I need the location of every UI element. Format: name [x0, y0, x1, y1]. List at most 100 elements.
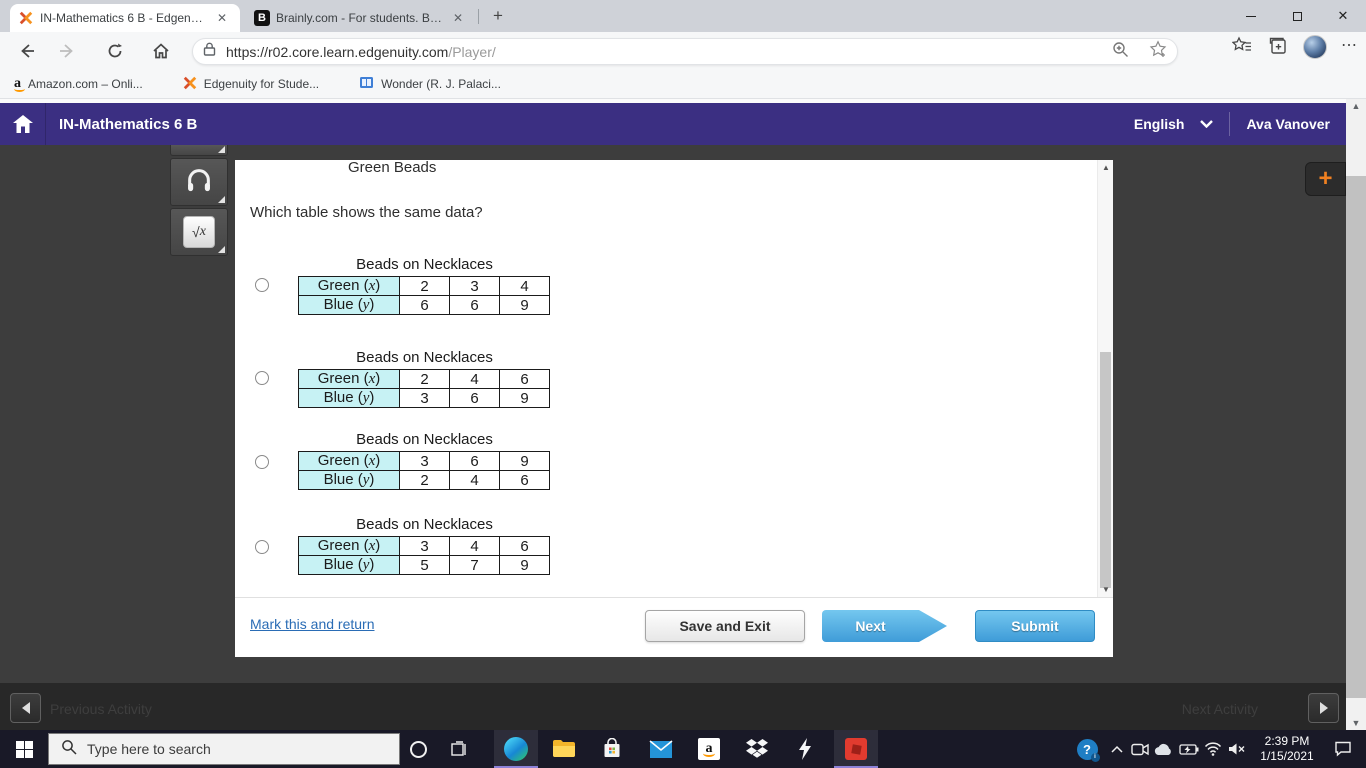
- beads-table: Green (x) 2 4 6 Blue (y) 3 6 9: [298, 369, 550, 408]
- radio-button[interactable]: [255, 540, 269, 554]
- scroll-up-icon[interactable]: ▲: [1351, 101, 1361, 111]
- wifi-icon[interactable]: [1200, 730, 1226, 768]
- row-header: Green (x): [298, 369, 400, 389]
- table-cell: 9: [499, 555, 550, 575]
- browser-scrollbar[interactable]: ▲ ▼: [1346, 99, 1366, 730]
- table-cell: 3: [399, 388, 450, 408]
- radio-button[interactable]: [255, 455, 269, 469]
- row-header: Blue (y): [298, 470, 400, 490]
- taskbar-lightning-icon[interactable]: [783, 730, 827, 768]
- collections-icon[interactable]: [1267, 35, 1289, 57]
- read-aloud-button[interactable]: [170, 158, 228, 206]
- window-minimize-button[interactable]: [1228, 0, 1274, 32]
- favorites-bar-icon[interactable]: [1231, 35, 1253, 57]
- battery-icon[interactable]: [1176, 730, 1202, 768]
- taskbar-file-explorer-icon[interactable]: [542, 730, 586, 768]
- previous-activity-label: Previous Activity: [50, 701, 152, 717]
- url-text: https://r02.core.learn.edgenuity.com/Pla…: [226, 43, 496, 60]
- home-icon[interactable]: [150, 40, 172, 62]
- favorite-star-add-icon[interactable]: [1149, 40, 1167, 63]
- brainly-icon: B: [254, 10, 270, 26]
- headphones-icon: [184, 166, 214, 199]
- lock-icon: [203, 42, 216, 61]
- question-prompt: Which table shows the same data?: [250, 204, 483, 221]
- search-input[interactable]: [87, 741, 337, 757]
- taskbar-search[interactable]: [48, 733, 400, 765]
- browser-toolbar: https://r02.core.learn.edgenuity.com/Pla…: [0, 32, 1366, 70]
- course-title: IN-Mathematics 6 B: [59, 115, 198, 133]
- bookmark-wonder[interactable]: Wonder (R. J. Palaci...: [359, 76, 501, 93]
- window-close-button[interactable]: ✕: [1337, 8, 1349, 23]
- scroll-down-icon[interactable]: ▼: [1102, 585, 1110, 594]
- taskbar-store-icon[interactable]: [590, 730, 634, 768]
- back-icon[interactable]: [16, 40, 38, 62]
- formula-tool-button[interactable]: √ x: [170, 208, 228, 256]
- taskbar-dropbox-icon[interactable]: [735, 730, 779, 768]
- table-cell: 9: [499, 295, 550, 315]
- tab-close-icon[interactable]: ✕: [216, 11, 228, 25]
- sqrt-x-icon: √ x: [183, 216, 215, 248]
- content-scrollbar[interactable]: ▲ ▼: [1097, 160, 1113, 597]
- chevron-down-icon[interactable]: [1200, 115, 1214, 133]
- address-bar[interactable]: https://r02.core.learn.edgenuity.com/Pla…: [192, 38, 1178, 65]
- table-cell: 6: [449, 451, 500, 471]
- language-selector[interactable]: English: [1133, 116, 1185, 132]
- onedrive-cloud-icon[interactable]: [1150, 730, 1176, 768]
- player-header: IN-Mathematics 6 B English Ava Vanover: [0, 103, 1346, 145]
- profile-avatar[interactable]: [1303, 35, 1327, 59]
- action-center-icon[interactable]: [1328, 730, 1358, 768]
- table-cell: 4: [449, 536, 500, 556]
- windows-logo-icon: [15, 740, 33, 758]
- row-header: Green (x): [298, 276, 400, 296]
- sidebar-tool-partial[interactable]: [170, 145, 228, 156]
- refresh-icon[interactable]: [104, 40, 126, 62]
- scrollbar-thumb[interactable]: [1346, 176, 1366, 698]
- bookmark-amazon[interactable]: a Amazon.com – Onli...: [14, 76, 143, 92]
- table-title: Beads on Necklaces: [356, 516, 493, 533]
- browser-menu-icon[interactable]: ⋯: [1341, 37, 1358, 54]
- beads-table: Green (x) 3 6 9 Blue (y) 2 4 6: [298, 451, 550, 490]
- scrollbar-thumb[interactable]: [1100, 352, 1111, 588]
- meet-now-icon[interactable]: [1128, 730, 1152, 768]
- cortana-icon[interactable]: [404, 730, 432, 768]
- new-tab-button[interactable]: +: [493, 6, 503, 25]
- tab-close-icon[interactable]: ✕: [452, 11, 464, 25]
- mark-and-return-link[interactable]: Mark this and return: [250, 616, 375, 632]
- task-view-icon[interactable]: [444, 730, 474, 768]
- header-divider: [1229, 112, 1231, 136]
- activity-nav-bar: [0, 683, 1346, 730]
- table-cell: 6: [399, 295, 450, 315]
- next-activity-button[interactable]: [1308, 693, 1339, 723]
- tray-chevron-up-icon[interactable]: [1106, 730, 1128, 768]
- taskbar-mail-icon[interactable]: [639, 730, 683, 768]
- forward-icon[interactable]: [56, 40, 78, 62]
- radio-button[interactable]: [255, 278, 269, 292]
- radio-button[interactable]: [255, 371, 269, 385]
- taskbar-roblox-icon[interactable]: [834, 730, 878, 768]
- taskbar-amazon-icon[interactable]: a: [687, 730, 731, 768]
- tab-title: Brainly.com - For students. By st: [276, 11, 444, 25]
- window-restore-button[interactable]: [1274, 0, 1320, 32]
- table-cell: 6: [499, 470, 550, 490]
- row-header: Green (x): [298, 451, 400, 471]
- volume-muted-icon[interactable]: [1224, 730, 1250, 768]
- table-cell: 3: [449, 276, 500, 296]
- bookmark-edgenuity[interactable]: Edgenuity for Stude...: [183, 76, 319, 93]
- scroll-up-icon[interactable]: ▲: [1102, 163, 1110, 172]
- tab-edgenuity[interactable]: IN-Mathematics 6 B - Edgenuity ✕: [10, 4, 240, 32]
- previous-activity-button[interactable]: [10, 693, 41, 723]
- windows-taskbar: a ?i 2:39 PM 1/15/2021: [0, 730, 1366, 768]
- next-button[interactable]: Next: [822, 610, 947, 642]
- start-button[interactable]: [0, 730, 48, 768]
- tab-brainly[interactable]: B Brainly.com - For students. By st ✕: [246, 4, 474, 32]
- submit-button[interactable]: Submit: [975, 610, 1095, 642]
- add-note-button[interactable]: +: [1305, 162, 1346, 196]
- table-title: Beads on Necklaces: [356, 256, 493, 273]
- taskbar-edge-icon[interactable]: [494, 730, 538, 768]
- zoom-icon[interactable]: [1112, 41, 1129, 63]
- get-help-icon[interactable]: ? i: [1073, 730, 1101, 768]
- taskbar-clock[interactable]: 2:39 PM 1/15/2021: [1250, 734, 1324, 764]
- save-and-exit-button[interactable]: Save and Exit: [645, 610, 805, 642]
- player-home-button[interactable]: [0, 103, 46, 145]
- scroll-down-icon[interactable]: ▼: [1351, 718, 1361, 728]
